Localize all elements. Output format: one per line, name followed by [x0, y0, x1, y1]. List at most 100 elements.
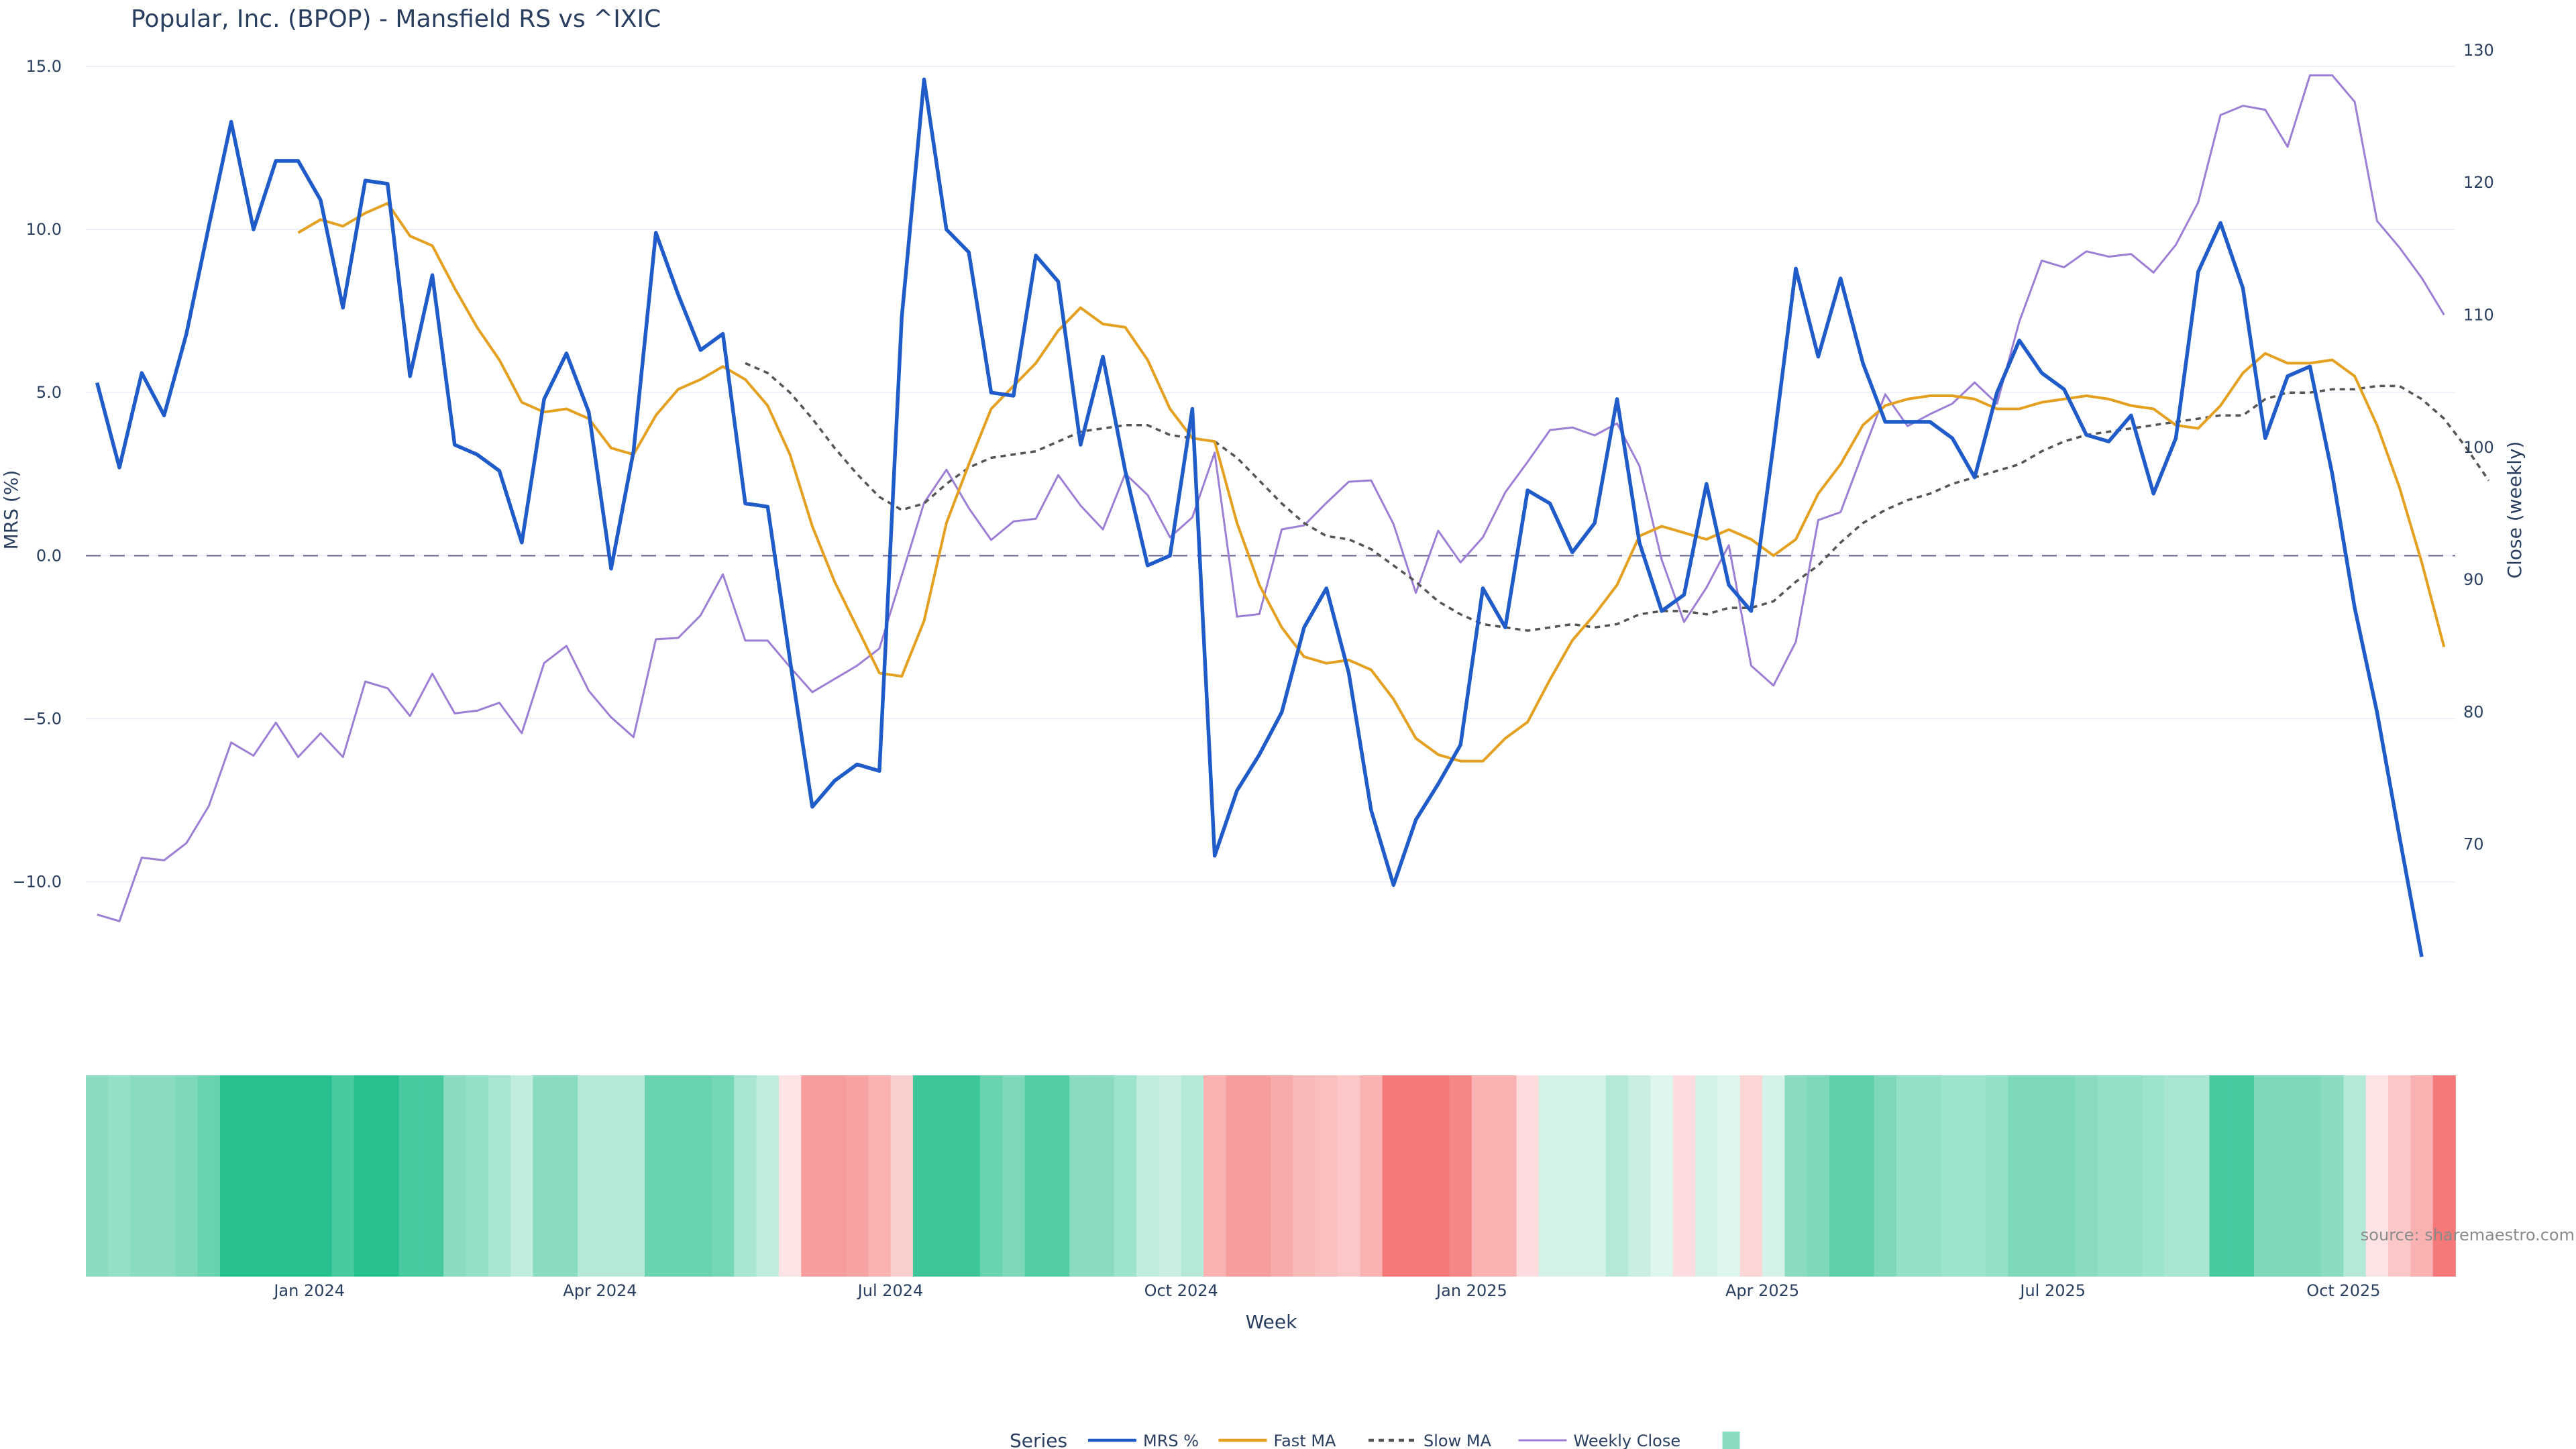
heatmap-cell — [1538, 1075, 1562, 1277]
heatmap-cell — [1091, 1075, 1115, 1277]
y2-tick-label: 90 — [2463, 570, 2484, 589]
heatmap-cell — [756, 1075, 780, 1277]
heatmap-cell — [511, 1075, 534, 1277]
y2-tick-label: 120 — [2463, 173, 2494, 192]
heatmap-cell — [935, 1075, 959, 1277]
heatmap-cell — [2343, 1075, 2367, 1277]
x-tick-label: Jul 2024 — [857, 1281, 924, 1300]
legend-heatmap-swatch — [1722, 1432, 1740, 1449]
heatmap-cell — [2321, 1075, 2345, 1277]
heatmap-cell — [1181, 1075, 1204, 1277]
heatmap-cell — [2276, 1075, 2300, 1277]
series-line-fast-ma — [297, 202, 2446, 763]
y-tick-label: −10.0 — [12, 873, 62, 892]
y2-tick-label: 80 — [2463, 702, 2484, 721]
heatmap-cell — [2365, 1075, 2389, 1277]
legend-label: MRS % — [1143, 1432, 1199, 1449]
x-tick-label: Jan 2024 — [272, 1281, 345, 1300]
x-tick-label: Apr 2025 — [1725, 1281, 1799, 1300]
heatmap-cell — [1583, 1075, 1607, 1277]
heatmap-cell — [309, 1075, 333, 1277]
heatmap-cell — [1159, 1075, 1182, 1277]
heatmap-cell — [1114, 1075, 1137, 1277]
heatmap-cell — [1739, 1075, 1763, 1277]
heatmap-cell — [2231, 1075, 2255, 1277]
y2-axis-title: Close (weekly) — [2504, 441, 2526, 579]
heatmap-cell — [488, 1075, 511, 1277]
heatmap-cell — [2053, 1075, 2076, 1277]
heatmap-cell — [1449, 1075, 1472, 1277]
y-tick-label: 0.0 — [36, 546, 62, 565]
heatmap-cell — [1271, 1075, 1294, 1277]
heatmap-cell — [1024, 1075, 1048, 1277]
y-tick-label: −5.0 — [23, 709, 62, 728]
series-lines — [95, 74, 2490, 957]
heatmap-cell — [712, 1075, 735, 1277]
heatmap-cell — [845, 1075, 869, 1277]
heatmap-cell — [1941, 1075, 1964, 1277]
heatmap-cell — [1494, 1075, 1517, 1277]
heatmap-cell — [1717, 1075, 1741, 1277]
heatmap-cell — [1896, 1075, 1920, 1277]
y2-tick-label: 110 — [2463, 305, 2494, 324]
heatmap-cell — [957, 1075, 981, 1277]
heatmap-cell — [130, 1075, 154, 1277]
heatmap-strip — [86, 1075, 2456, 1277]
x-tick-label: Apr 2024 — [563, 1281, 637, 1300]
legend-item-slow-ma[interactable]: Slow MA — [1368, 1432, 1492, 1449]
y-tick-label: 10.0 — [26, 220, 62, 239]
heatmap-cell — [354, 1075, 377, 1277]
y-tick-label: 15.0 — [26, 57, 62, 76]
y-tick-label: 5.0 — [36, 383, 62, 402]
legend-item-fast-ma[interactable]: Fast MA — [1218, 1432, 1337, 1449]
heatmap-cell — [2075, 1075, 2098, 1277]
heatmap-cell — [868, 1075, 892, 1277]
x-axis-ticks: Jan 2024 Apr 2024 Jul 2024 Oct 2024 Jan 2025… — [272, 1281, 2380, 1300]
heatmap-cell — [1851, 1075, 1875, 1277]
heatmap-cell — [1293, 1075, 1316, 1277]
heatmap-cell — [1784, 1075, 1808, 1277]
heatmap-cell — [1762, 1075, 1786, 1277]
heatmap-cell — [1226, 1075, 1249, 1277]
heatmap-cell — [1605, 1075, 1629, 1277]
legend-item-heatmap[interactable] — [1722, 1432, 1740, 1449]
heatmap-cell — [1136, 1075, 1160, 1277]
heatmap-cell — [1516, 1075, 1540, 1277]
heatmap-cell — [2030, 1075, 2053, 1277]
heatmap-cell — [778, 1075, 802, 1277]
heatmap-cell — [1829, 1075, 1853, 1277]
heatmap-cell — [443, 1075, 467, 1277]
heatmap-cell — [2120, 1075, 2143, 1277]
heatmap-cell — [1427, 1075, 1450, 1277]
heatmap-cell — [600, 1075, 623, 1277]
heatmap-cell — [2209, 1075, 2233, 1277]
heatmap-cell — [398, 1075, 422, 1277]
heatmap-cell — [1046, 1075, 1070, 1277]
x-tick-label: Oct 2025 — [2306, 1281, 2380, 1300]
heatmap-cell — [1315, 1075, 1338, 1277]
heatmap-cell — [1404, 1075, 1428, 1277]
heatmap-cell — [242, 1075, 266, 1277]
heatmap-cell — [578, 1075, 601, 1277]
heatmap-cell — [1672, 1075, 1696, 1277]
legend-item-mrs[interactable]: MRS % — [1088, 1432, 1199, 1449]
heatmap-cell — [734, 1075, 757, 1277]
legend-label: Slow MA — [1424, 1432, 1492, 1449]
heatmap-cell — [1338, 1075, 1361, 1277]
heatmap-cell — [1963, 1075, 1986, 1277]
heatmap-cell — [912, 1075, 936, 1277]
legend-item-weekly-close[interactable]: Weekly Close — [1518, 1432, 1681, 1449]
y2-tick-label: 100 — [2463, 438, 2494, 457]
heatmap-cell — [1561, 1075, 1585, 1277]
heatmap-cell — [2097, 1075, 2121, 1277]
series-line-slow-ma — [745, 362, 2490, 632]
heatmap-cell — [2410, 1075, 2434, 1277]
y2-tick-label: 70 — [2463, 835, 2484, 854]
heatmap-cell — [1360, 1075, 1383, 1277]
series-line-mrs — [95, 77, 2424, 957]
legend[interactable]: Series MRS % Fast MA Slow MA Weekly Close — [1010, 1430, 1740, 1449]
heatmap-cell — [533, 1075, 556, 1277]
heatmap-cell — [1382, 1075, 1405, 1277]
heatmap-cell — [890, 1075, 914, 1277]
x-tick-label: Jan 2025 — [1435, 1281, 1507, 1300]
